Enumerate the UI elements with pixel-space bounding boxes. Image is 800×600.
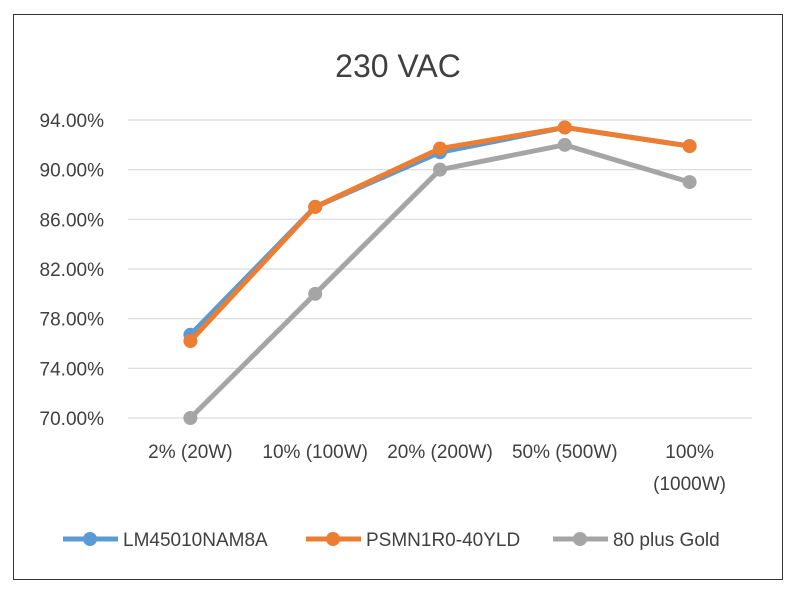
data-point-80-plus-gold xyxy=(308,286,323,301)
x-tick-label: 100% xyxy=(665,442,714,463)
x-axis-ticks: 2% (20W) 10% (100W) 20% (200W) 50% (500W) 10… xyxy=(148,442,726,495)
chart-frame xyxy=(13,14,783,580)
y-tick-label: 94.00% xyxy=(40,111,105,132)
x-tick-label: (1000W) xyxy=(653,474,726,495)
legend-marker xyxy=(326,532,340,546)
y-tick-label: 82.00% xyxy=(40,260,105,281)
y-axis-ticks: 70.00% 74.00% 78.00% 82.00% 86.00% 90.00% 94.0… xyxy=(40,111,105,430)
x-tick-label: 10% (100W) xyxy=(262,442,368,463)
series-lines xyxy=(183,120,697,425)
data-point-80-plus-gold xyxy=(183,411,198,425)
x-tick-label: 2% (20W) xyxy=(148,442,232,463)
data-point-psmn1r0-40yld xyxy=(433,141,447,156)
data-point-psmn1r0-40yld xyxy=(682,139,697,154)
legend: LM45010NAM8A PSMN1R0-40YLD 80 plus Gold xyxy=(63,530,720,551)
legend-label: LM45010NAM8A xyxy=(123,530,268,551)
data-point-psmn1r0-40yld xyxy=(557,120,572,135)
y-tick-label: 78.00% xyxy=(40,310,105,331)
chart-title: 230 VAC xyxy=(335,48,461,84)
legend-marker xyxy=(573,532,587,546)
data-point-80-plus-gold xyxy=(682,175,697,190)
y-tick-label: 70.00% xyxy=(40,409,105,430)
y-tick-label: 74.00% xyxy=(40,359,105,380)
data-point-80-plus-gold xyxy=(433,162,447,177)
legend-marker xyxy=(83,532,97,546)
x-tick-label: 50% (500W) xyxy=(512,442,618,463)
x-tick-label: 20% (200W) xyxy=(387,442,493,463)
legend-label: PSMN1R0-40YLD xyxy=(366,530,520,551)
y-tick-label: 90.00% xyxy=(40,161,105,182)
data-point-psmn1r0-40yld xyxy=(308,199,323,214)
series-line-80-plus-gold xyxy=(187,142,693,421)
y-tick-label: 86.00% xyxy=(40,210,105,231)
data-point-80-plus-gold xyxy=(557,137,572,152)
legend-label: 80 plus Gold xyxy=(613,530,720,551)
data-point-psmn1r0-40yld xyxy=(183,334,198,349)
